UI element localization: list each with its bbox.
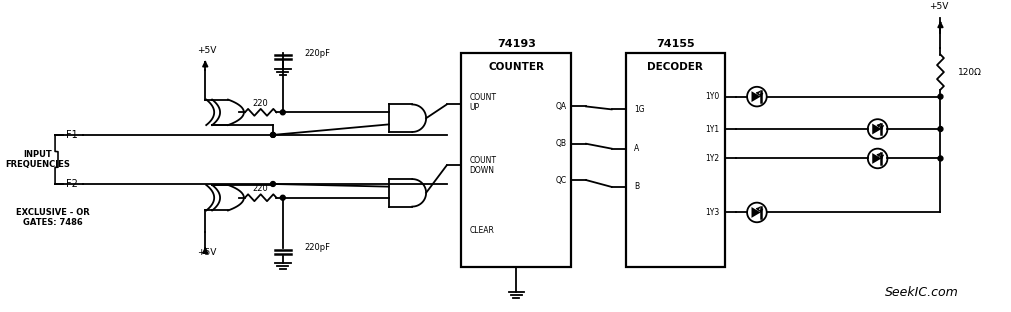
Polygon shape [871,153,881,164]
Polygon shape [751,91,760,102]
Text: 220pF: 220pF [304,243,330,252]
Text: +5V: +5V [928,2,947,11]
Text: INPUT
FREQUENCIES: INPUT FREQUENCIES [5,150,70,169]
Text: CLEAR: CLEAR [469,226,493,235]
Text: B: B [634,183,639,192]
Polygon shape [871,124,881,134]
Text: 220pF: 220pF [304,49,330,58]
Text: 1G: 1G [634,105,644,114]
Circle shape [270,182,275,187]
Text: COUNT
DOWN: COUNT DOWN [469,156,495,175]
Text: F1: F1 [66,130,78,140]
Text: COUNTER: COUNTER [488,62,544,72]
Text: 1Y0: 1Y0 [705,92,719,101]
Circle shape [280,110,285,115]
Text: SeekIC.com: SeekIC.com [884,286,957,300]
Text: +5V: +5V [197,46,216,55]
Circle shape [937,156,942,161]
Text: QC: QC [555,176,566,185]
Text: EXCLUSIVE - OR
GATES: 7486: EXCLUSIVE - OR GATES: 7486 [16,208,90,227]
Circle shape [270,133,275,137]
Text: COUNT
UP: COUNT UP [469,93,495,112]
Text: 1Y2: 1Y2 [705,154,719,163]
Text: F2: F2 [66,179,78,189]
Text: 120Ω: 120Ω [957,68,981,76]
Text: QB: QB [555,139,566,148]
Text: A: A [634,144,639,153]
Text: DECODER: DECODER [647,62,703,72]
Polygon shape [751,207,760,218]
Text: 220: 220 [253,99,268,108]
Text: 220: 220 [253,184,268,193]
Text: 1Y3: 1Y3 [705,208,719,217]
Text: 74193: 74193 [496,39,535,49]
Text: +5V: +5V [197,248,216,257]
Text: 74155: 74155 [655,39,695,49]
Text: QA: QA [555,102,566,111]
Circle shape [280,195,285,200]
Circle shape [270,133,275,137]
Bar [461,53,571,267]
Circle shape [937,94,942,99]
Bar [626,53,724,267]
Text: 1Y1: 1Y1 [705,124,719,134]
Circle shape [937,127,942,131]
